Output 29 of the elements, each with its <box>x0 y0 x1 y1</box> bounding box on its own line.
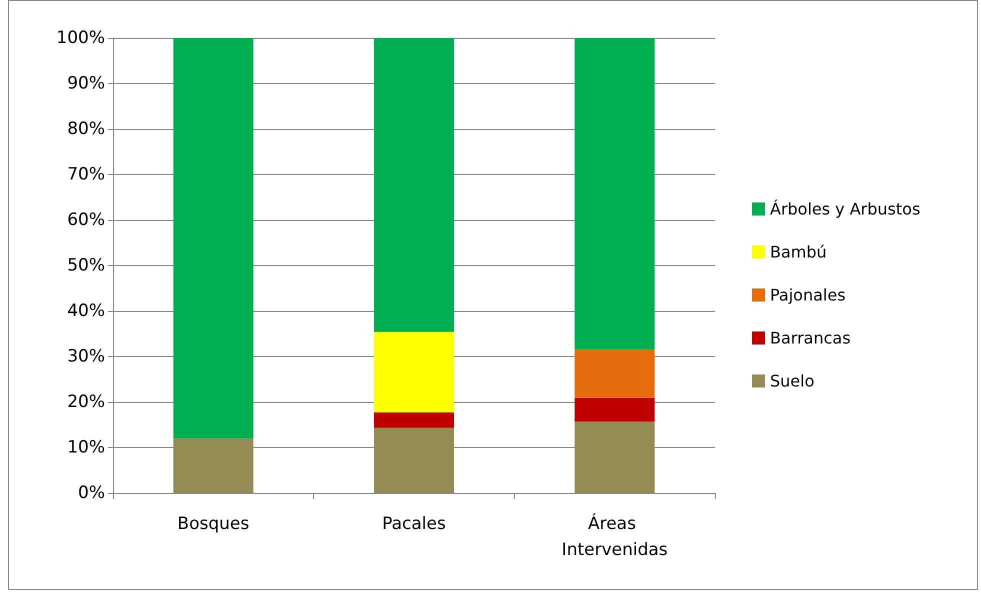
bar <box>574 350 655 398</box>
y-tick-label: 20% <box>67 392 105 412</box>
bar <box>374 332 454 412</box>
y-tick-label: 90% <box>67 74 105 94</box>
legend-label: Bambú <box>770 242 827 262</box>
legend-label: Árboles y Arbustos <box>770 200 920 218</box>
bar <box>374 38 454 332</box>
x-tick-label: Pacales <box>382 514 446 534</box>
y-tick-label: 60% <box>67 210 105 230</box>
y-tick-label: 80% <box>67 119 105 139</box>
legend-label: Pajonales <box>770 286 846 304</box>
bar <box>374 428 454 493</box>
y-tick-label: 30% <box>67 346 105 366</box>
y-tick-label: 40% <box>67 301 105 321</box>
legend-label: Suelo <box>770 372 814 390</box>
legend-label: Barrancas <box>770 328 851 348</box>
y-tick-label: 70% <box>67 164 105 184</box>
y-tick-label: 100% <box>56 28 105 48</box>
x-tick-label: Áreas Intervenidas <box>562 513 668 560</box>
bar <box>173 38 254 438</box>
bar <box>173 438 254 493</box>
bar <box>574 398 655 422</box>
x-tick-label: Bosques <box>177 514 250 534</box>
y-tick-label: 0% <box>78 483 105 503</box>
y-tick-label: 10% <box>67 438 105 458</box>
y-tick-label: 50% <box>67 256 105 276</box>
bar <box>574 38 655 350</box>
bar <box>574 422 655 493</box>
bar <box>374 412 454 428</box>
